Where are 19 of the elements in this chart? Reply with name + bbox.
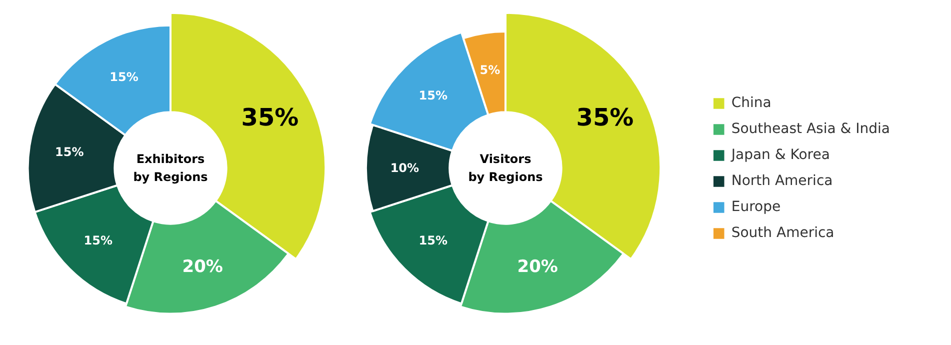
data-label: 10% bbox=[390, 161, 420, 175]
data-label: 5% bbox=[480, 62, 500, 77]
data-label: 15% bbox=[84, 233, 112, 248]
data-label: 20% bbox=[182, 256, 223, 277]
data-label: 20% bbox=[517, 256, 558, 277]
legend-label: North America bbox=[731, 172, 833, 188]
data-label: 35% bbox=[241, 103, 299, 132]
data-label: 15% bbox=[110, 70, 138, 84]
data-label: 15% bbox=[418, 88, 448, 103]
data-label: 35% bbox=[576, 103, 634, 132]
text: Visitors by Regions bbox=[468, 152, 543, 184]
legend-label: South America bbox=[731, 224, 834, 240]
legend-label: Southeast Asia & India bbox=[731, 120, 890, 136]
legend-label: China bbox=[731, 94, 772, 110]
data-label: 15% bbox=[418, 233, 448, 248]
legend-label: Japan & Korea bbox=[731, 146, 830, 162]
legend-label: Europe bbox=[731, 198, 781, 214]
data-label: 15% bbox=[55, 144, 84, 159]
text: Exhibitors by Regions bbox=[133, 152, 208, 184]
